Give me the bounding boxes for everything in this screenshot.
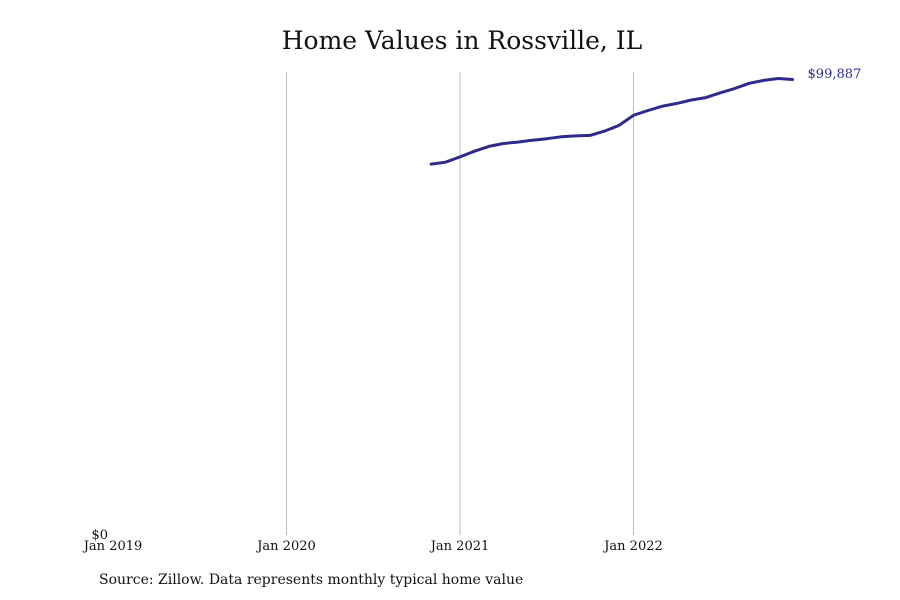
gridlines [286,72,634,535]
labels-layer: Jan 2019 Jan 2020 Jan 2021 Jan 2022 $0 $99,88… [82,67,862,554]
series-layer [429,77,794,166]
end-value-label: $99,887 [808,67,862,82]
x-tick-label: Jan 2019 [82,539,143,554]
series-line [429,77,794,166]
x-tick-label: Jan 2022 [602,539,663,554]
chart-title: Home Values in Rossville, IL [281,26,643,55]
x-tick-label: Jan 2021 [429,539,490,554]
y-tick-label: $0 [91,528,108,543]
x-tick-label: Jan 2020 [255,539,316,554]
source-note: Source: Zillow. Data represents monthly … [99,572,524,588]
